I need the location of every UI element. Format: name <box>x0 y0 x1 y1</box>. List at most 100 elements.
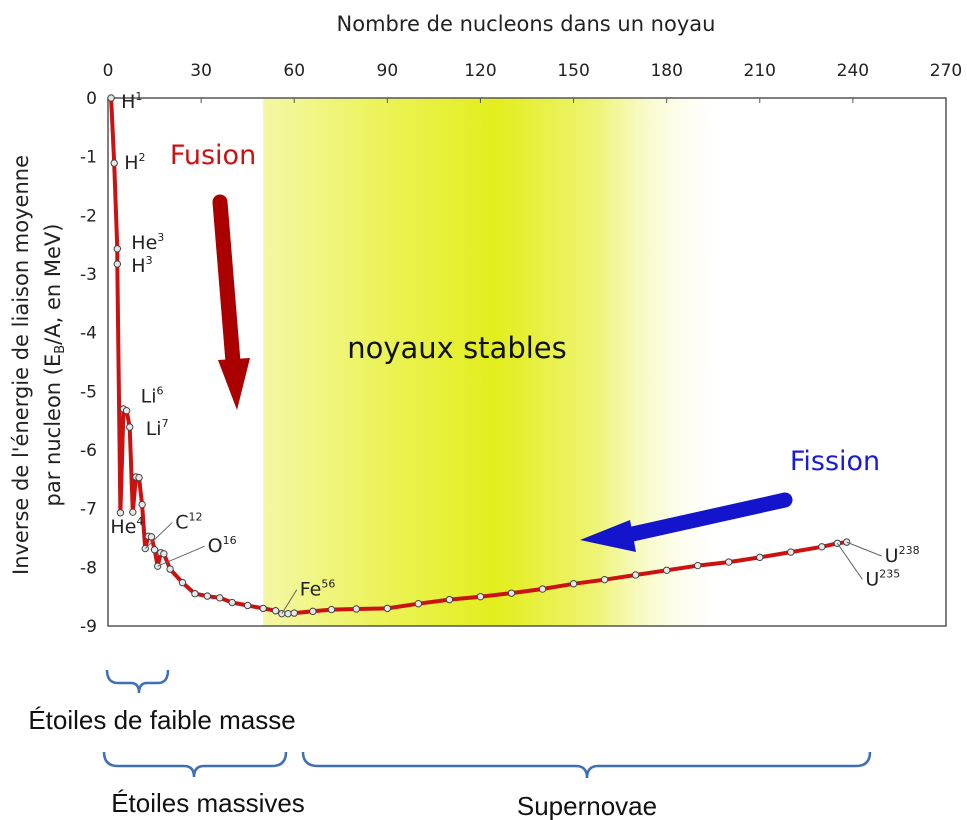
x-tick-label: 30 <box>190 61 212 81</box>
data-point <box>191 590 199 598</box>
isotope-leader-line <box>836 542 863 580</box>
isotope-leader-line <box>281 589 298 614</box>
isotope-label: Fe56 <box>300 578 336 601</box>
data-point <box>178 578 187 587</box>
data-point <box>113 245 122 253</box>
data-point <box>284 609 292 618</box>
x-tick-labels: 0 30 60 90 120 150 180 210 240 270 <box>103 61 962 103</box>
data-point <box>110 159 118 167</box>
isotope-label: Li6 <box>141 385 164 408</box>
data-points <box>107 94 851 618</box>
data-point <box>147 533 156 541</box>
data-point <box>259 604 267 613</box>
x-tick-label: 240 <box>837 61 869 81</box>
x-tick-label: 0 <box>103 61 114 81</box>
data-point <box>414 600 423 608</box>
data-point <box>787 548 795 556</box>
data-point <box>107 94 115 102</box>
data-point <box>818 543 826 551</box>
data-point <box>113 260 122 268</box>
y-tick-label: 0 <box>86 89 97 109</box>
data-point <box>309 607 317 616</box>
data-point <box>138 500 146 509</box>
x-tick-label: 60 <box>283 61 305 81</box>
x-tick-label: 90 <box>377 61 399 81</box>
data-point <box>166 565 174 573</box>
data-point <box>600 575 609 584</box>
data-point <box>150 546 159 554</box>
data-point <box>160 550 168 558</box>
fusion-arrow <box>212 194 250 410</box>
y-tick-label: -9 <box>80 617 97 637</box>
fission-label: Fission <box>790 446 880 477</box>
isotope-leader-line <box>157 545 205 567</box>
plot-frame <box>107 97 947 627</box>
data-point <box>116 509 125 517</box>
data-point <box>271 607 280 615</box>
isotope-label: H1 <box>121 90 142 113</box>
data-point <box>383 604 392 613</box>
data-point <box>352 605 360 613</box>
x-tick-label: 210 <box>744 61 776 81</box>
bracket-label-low-mass: Étoiles de faible masse <box>28 705 295 735</box>
fission-arrow <box>580 492 793 552</box>
isotope-label: U238 <box>885 544 920 567</box>
y-tick-label: -6 <box>80 441 97 461</box>
isotope-label: H2 <box>124 151 145 174</box>
isotope-label: C12 <box>175 511 202 534</box>
data-point <box>756 553 764 562</box>
data-point <box>538 585 547 593</box>
data-point <box>725 558 733 566</box>
x-tick-label: 120 <box>464 61 496 81</box>
fusion-label: Fusion <box>170 140 256 171</box>
y-tick-labels: 0 -1 -2 -3 -4 -5 -6 -7 -8 -9 <box>80 89 97 637</box>
y-axis-title: Inverse de l'énergie de liaison moyenne <box>9 155 33 575</box>
data-point <box>290 609 298 617</box>
bracket-supernovae: Supernovae <box>301 751 872 820</box>
isotope-label: U235 <box>865 567 900 590</box>
data-point <box>278 609 286 618</box>
data-point <box>662 566 671 574</box>
x-tick-label: 180 <box>650 61 682 81</box>
data-point <box>569 580 578 588</box>
isotope-label: Li7 <box>146 417 169 440</box>
data-point <box>228 598 236 607</box>
data-point <box>631 571 640 579</box>
y-tick-label: -7 <box>80 500 97 520</box>
isotope-label: O16 <box>208 534 237 557</box>
data-point <box>126 423 134 431</box>
y-tick-label: -4 <box>80 324 97 344</box>
y-tick-label: -1 <box>80 148 97 168</box>
data-point <box>694 561 702 570</box>
isotope-label: H3 <box>131 254 152 277</box>
bracket-massive-stars: Étoiles massives <box>102 751 305 818</box>
data-point <box>327 605 336 614</box>
y-tick-label: -2 <box>80 206 97 226</box>
data-point <box>445 595 454 604</box>
bracket-low-mass-stars: Étoiles de faible masse <box>28 669 296 735</box>
data-point <box>129 508 137 516</box>
data-point <box>476 592 485 601</box>
data-point <box>135 473 143 482</box>
isotope-leader-line <box>144 522 173 549</box>
y-tick-label: -3 <box>80 265 97 285</box>
data-point <box>203 592 212 600</box>
y-tick-label: -5 <box>80 382 97 402</box>
x-tick-label: 270 <box>930 61 962 81</box>
stable-zone-band <box>263 98 729 626</box>
stable-zone-label: noyaux stables <box>347 331 566 365</box>
data-point <box>216 594 224 602</box>
bracket-label-massive: Étoiles massives <box>111 788 305 818</box>
x-axis-title: Nombre de nucleons dans un noyau <box>337 12 716 36</box>
isotope-label: He3 <box>131 231 164 254</box>
isotope-label: He4 <box>110 515 143 538</box>
bracket-label-supernovae: Supernovae <box>517 791 657 820</box>
data-point <box>507 589 516 597</box>
x-tick-label: 150 <box>557 61 589 81</box>
y-axis-title-line2: par nucleon (EB/A, en MeV) <box>41 224 68 507</box>
data-point <box>122 406 131 415</box>
y-tick-label: -8 <box>80 558 97 578</box>
data-point <box>243 601 252 610</box>
